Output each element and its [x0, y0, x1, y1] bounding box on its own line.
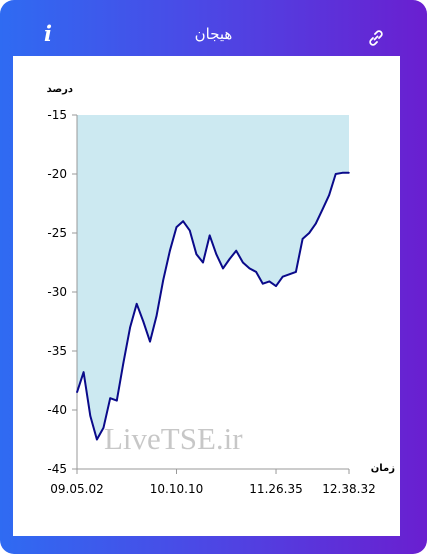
data-point	[182, 220, 184, 222]
y-tick-label: -45	[47, 462, 67, 476]
y-tick-label: -15	[47, 108, 67, 122]
data-point	[175, 226, 178, 228]
info-icon[interactable]: i	[44, 21, 52, 46]
data-point	[189, 229, 191, 232]
data-point	[162, 279, 164, 282]
data-point	[89, 415, 92, 417]
x-tick-label: 09.05.02	[50, 482, 103, 496]
data-point	[275, 285, 277, 287]
data-point	[268, 280, 271, 283]
x-tick-label: 10.10.10	[150, 482, 203, 496]
data-point	[96, 438, 98, 441]
data-point	[116, 399, 118, 402]
y-tick-label: -25	[47, 226, 67, 240]
data-point	[255, 271, 257, 273]
data-point	[195, 253, 198, 255]
y-tick-label: -40	[47, 403, 67, 417]
data-point	[208, 234, 211, 237]
series-line	[76, 171, 349, 441]
data-point	[155, 314, 158, 317]
data-point	[295, 271, 297, 273]
area-fill	[77, 115, 349, 440]
data-point	[222, 267, 224, 270]
data-point	[109, 397, 111, 400]
data-point	[288, 273, 291, 276]
y-tick-label: -30	[47, 285, 67, 299]
data-point	[262, 282, 264, 285]
data-point	[248, 267, 251, 270]
page-title: هیجان	[194, 25, 233, 43]
data-point	[321, 208, 324, 211]
y-tick-label: -35	[47, 344, 67, 358]
data-point	[169, 249, 171, 252]
data-point	[102, 426, 105, 429]
data-point	[334, 173, 337, 175]
data-point	[76, 391, 78, 394]
data-point	[315, 222, 317, 225]
data-point	[301, 238, 304, 240]
data-point	[308, 232, 311, 234]
y-axis-label: درصد	[47, 84, 73, 95]
data-point	[348, 172, 350, 174]
watermark: LiveTSE.ir	[104, 421, 243, 456]
link-icon[interactable]	[367, 29, 385, 47]
data-point	[142, 320, 145, 323]
y-tick-label: -20	[47, 167, 67, 181]
data-point	[235, 249, 237, 252]
data-point	[135, 303, 138, 305]
data-point	[328, 194, 330, 196]
data-point	[242, 261, 244, 264]
data-point	[202, 261, 204, 264]
data-point	[341, 172, 344, 174]
data-point	[149, 340, 151, 343]
x-tick-label: 11.26.35	[249, 482, 302, 496]
data-point	[281, 275, 284, 278]
data-point	[215, 253, 218, 255]
data-point	[228, 258, 231, 260]
data-point	[82, 371, 85, 374]
data-point	[122, 362, 125, 364]
x-axis-label: زمان	[371, 463, 395, 474]
x-tick-label: 12.38.32	[322, 482, 375, 496]
data-point	[129, 326, 131, 329]
